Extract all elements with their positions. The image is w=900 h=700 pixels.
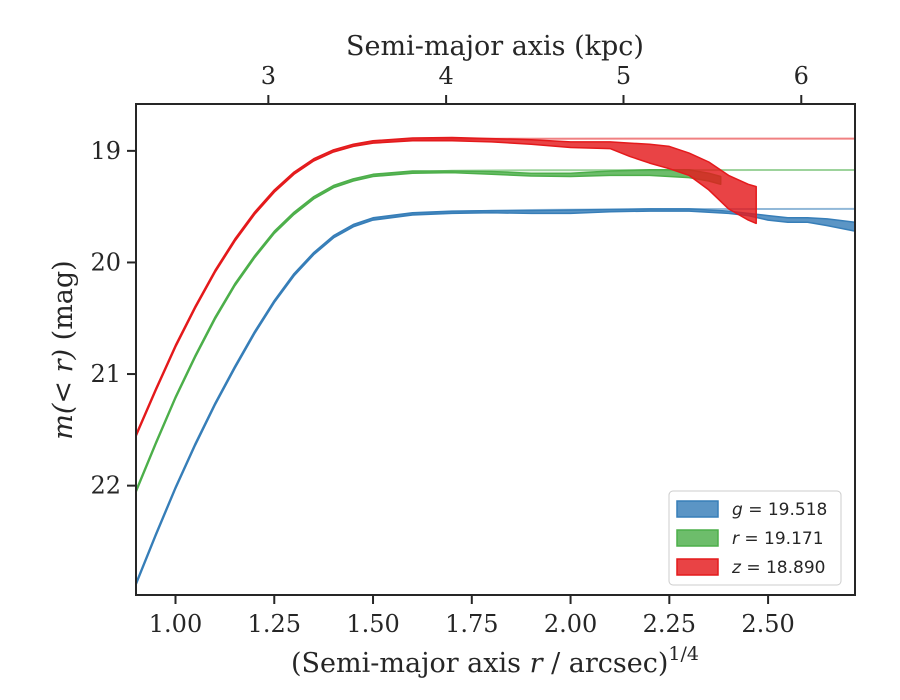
band-r [136,169,722,494]
top-tick-label: 3 [261,62,276,90]
x-tick-label: 2.50 [741,610,794,638]
legend-swatch-g [676,500,719,518]
x-tick-label: 1.75 [445,610,498,638]
plot-frame [135,103,856,596]
x-tick-label: 1.00 [149,610,202,638]
top-tick-label: 5 [616,62,631,90]
legend-label-r: r = 19.171 [732,529,824,549]
y-axis-label-prefix: m [48,414,79,440]
legend-label-g: g = 19.518 [732,500,827,520]
legend-band: z [731,558,742,578]
y-axis-label-italic: (< r) [48,349,79,414]
legend-value: = 19.171 [739,529,824,549]
y-tick-label: 21 [90,360,121,388]
ticks-layer: 1.00 1.25 1.50 1.75 2.00 2.25 2.50 19 20 21 22 3 4 5 6 [90,62,808,638]
top-tick-label: 4 [438,62,453,90]
model-line-r [136,169,855,492]
model-line-g [136,207,855,585]
x-tick-label: 2.00 [544,610,597,638]
top-axis-label: Semi-major axis (kpc) [346,31,644,62]
x-axis-label-suffix: / arcsec) [543,648,669,679]
y-tick-label: 19 [90,137,121,165]
y-axis-label: m(< r) (mag) [48,260,79,439]
y-tick-label: 20 [90,248,121,276]
top-tick-label: 6 [794,62,809,90]
band-z [136,136,757,438]
legend-swatch-z [676,558,719,576]
x-tick-label: 1.50 [346,610,399,638]
x-axis-label: (Semi-major axis r / arcsec)1/4 [291,643,699,679]
legend-band: g [732,500,743,520]
legend-label-z: z = 18.890 [731,558,825,578]
series-z [136,136,855,438]
legend-band: r [732,529,740,549]
x-tick-label: 1.25 [248,610,301,638]
legend-swatch-r [676,529,719,547]
series-g [136,207,855,586]
series-layer [136,136,855,586]
y-tick-label: 22 [90,472,121,500]
legend-value: = 18.890 [741,558,826,578]
x-axis-label-superscript: 1/4 [668,643,699,665]
x-axis-label-prefix: (Semi-major axis [291,648,530,679]
x-tick-label: 2.25 [643,610,696,638]
model-line-z [136,137,855,436]
y-axis-label-suffix: (mag) [48,260,79,349]
legend-value: = 19.518 [743,500,828,520]
x-axis-label-italic: r [530,648,545,679]
